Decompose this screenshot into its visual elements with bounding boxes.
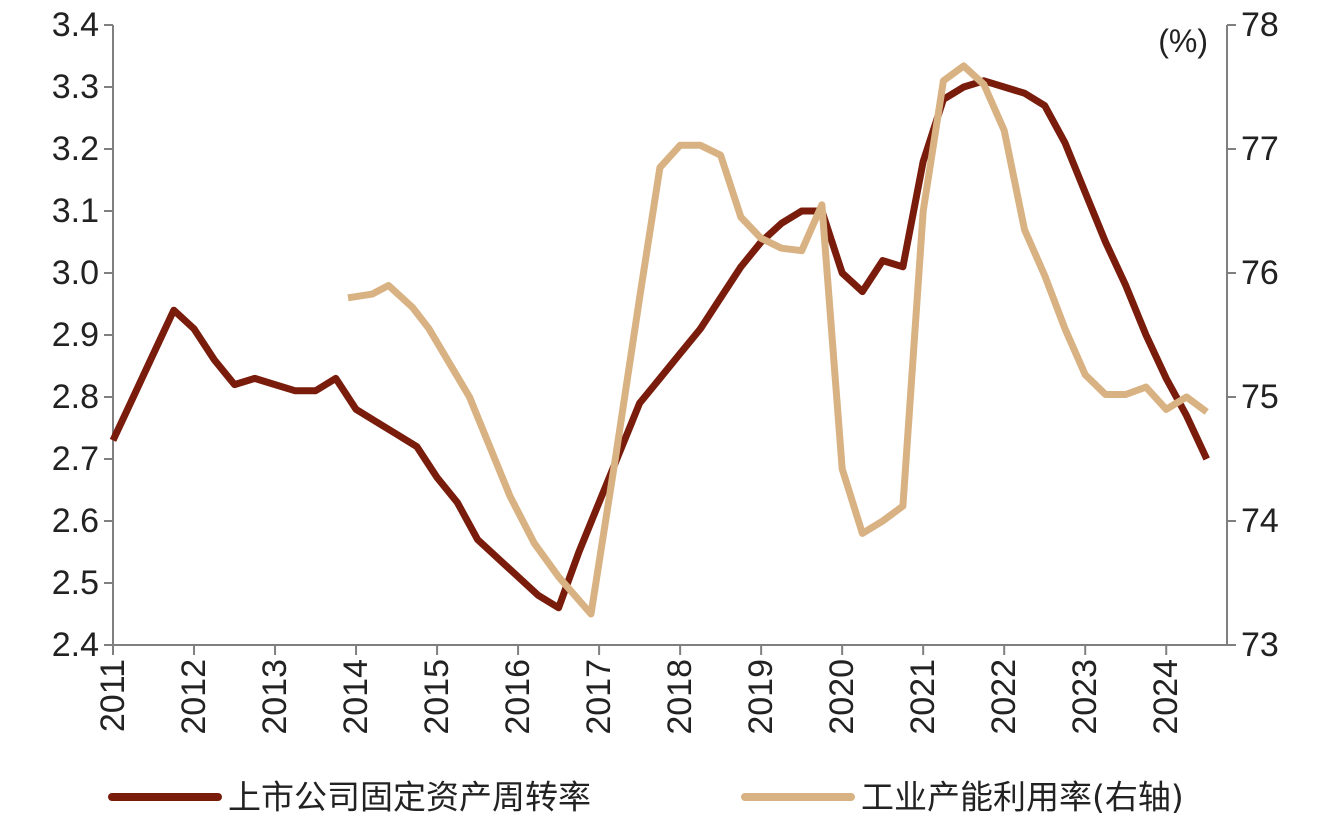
x-tick-label: 2020 xyxy=(823,659,861,735)
x-tick-label: 2017 xyxy=(580,659,618,735)
left-y-tick-label: 2.9 xyxy=(52,316,99,354)
left-y-ticks: 2.4 2.5 2.6 2.7 2.8 2.9 3.0 3.1 3.2 3.3 3.4 xyxy=(52,6,113,664)
left-y-tick-label: 2.4 xyxy=(52,626,99,664)
left-y-tick-label: 2.8 xyxy=(52,378,99,416)
right-y-tick-label: 75 xyxy=(1241,378,1279,416)
unit-label: (%) xyxy=(1158,23,1208,59)
x-tick-label: 2018 xyxy=(661,659,699,735)
left-y-tick-label: 3.0 xyxy=(52,254,99,292)
x-tick-label: 2019 xyxy=(742,659,780,735)
series-lines xyxy=(109,62,1210,618)
x-tick-label: 2011 xyxy=(94,659,132,732)
left-y-tick-label: 3.3 xyxy=(52,68,99,106)
left-y-tick-label: 3.1 xyxy=(52,192,99,230)
right-y-tick-label: 74 xyxy=(1241,502,1279,540)
legend-label: 工业产能利用率(右轴) xyxy=(861,778,1184,817)
right-y-tick-label: 77 xyxy=(1241,130,1279,168)
left-y-tick-label: 3.4 xyxy=(52,6,99,44)
right-y-ticks: 73 74 75 76 77 78 xyxy=(1227,6,1279,664)
legend: 上市公司固定资产周转率 工业产能利用率(右轴) xyxy=(108,778,1184,817)
x-tick-label: 2015 xyxy=(418,659,456,735)
axes xyxy=(112,25,1228,646)
right-y-tick-label: 78 xyxy=(1241,6,1279,44)
series-line-capacity xyxy=(347,62,1209,618)
x-tick-label: 2024 xyxy=(1147,659,1185,735)
series-line-turnover xyxy=(109,77,1210,612)
x-tick-label: 2014 xyxy=(337,659,375,735)
x-tick-label: 2012 xyxy=(175,659,213,735)
left-y-tick-label: 2.7 xyxy=(52,440,99,478)
left-y-tick-label: 2.6 xyxy=(52,502,99,540)
x-tick-label: 2023 xyxy=(1066,659,1104,735)
x-tick-label: 2013 xyxy=(256,659,294,735)
right-y-tick-label: 73 xyxy=(1241,626,1279,664)
left-y-tick-label: 3.2 xyxy=(52,130,99,168)
x-ticks: 2011 2012 2013 2014 2015 2016 2017 2018 2019 2020… xyxy=(94,645,1185,735)
x-tick-label: 2016 xyxy=(499,659,537,735)
x-tick-label: 2022 xyxy=(985,659,1023,735)
x-tick-label: 2021 xyxy=(904,659,942,735)
right-y-tick-label: 76 xyxy=(1241,254,1279,292)
left-y-tick-label: 2.5 xyxy=(52,564,99,602)
legend-label: 上市公司固定资产周转率 xyxy=(228,778,591,817)
